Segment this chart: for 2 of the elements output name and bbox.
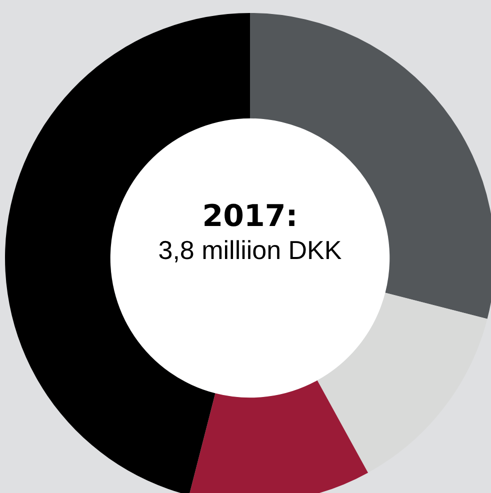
text: 3,8 milliion DKK bbox=[157, 234, 343, 266]
text: 2017: bbox=[201, 199, 299, 234]
